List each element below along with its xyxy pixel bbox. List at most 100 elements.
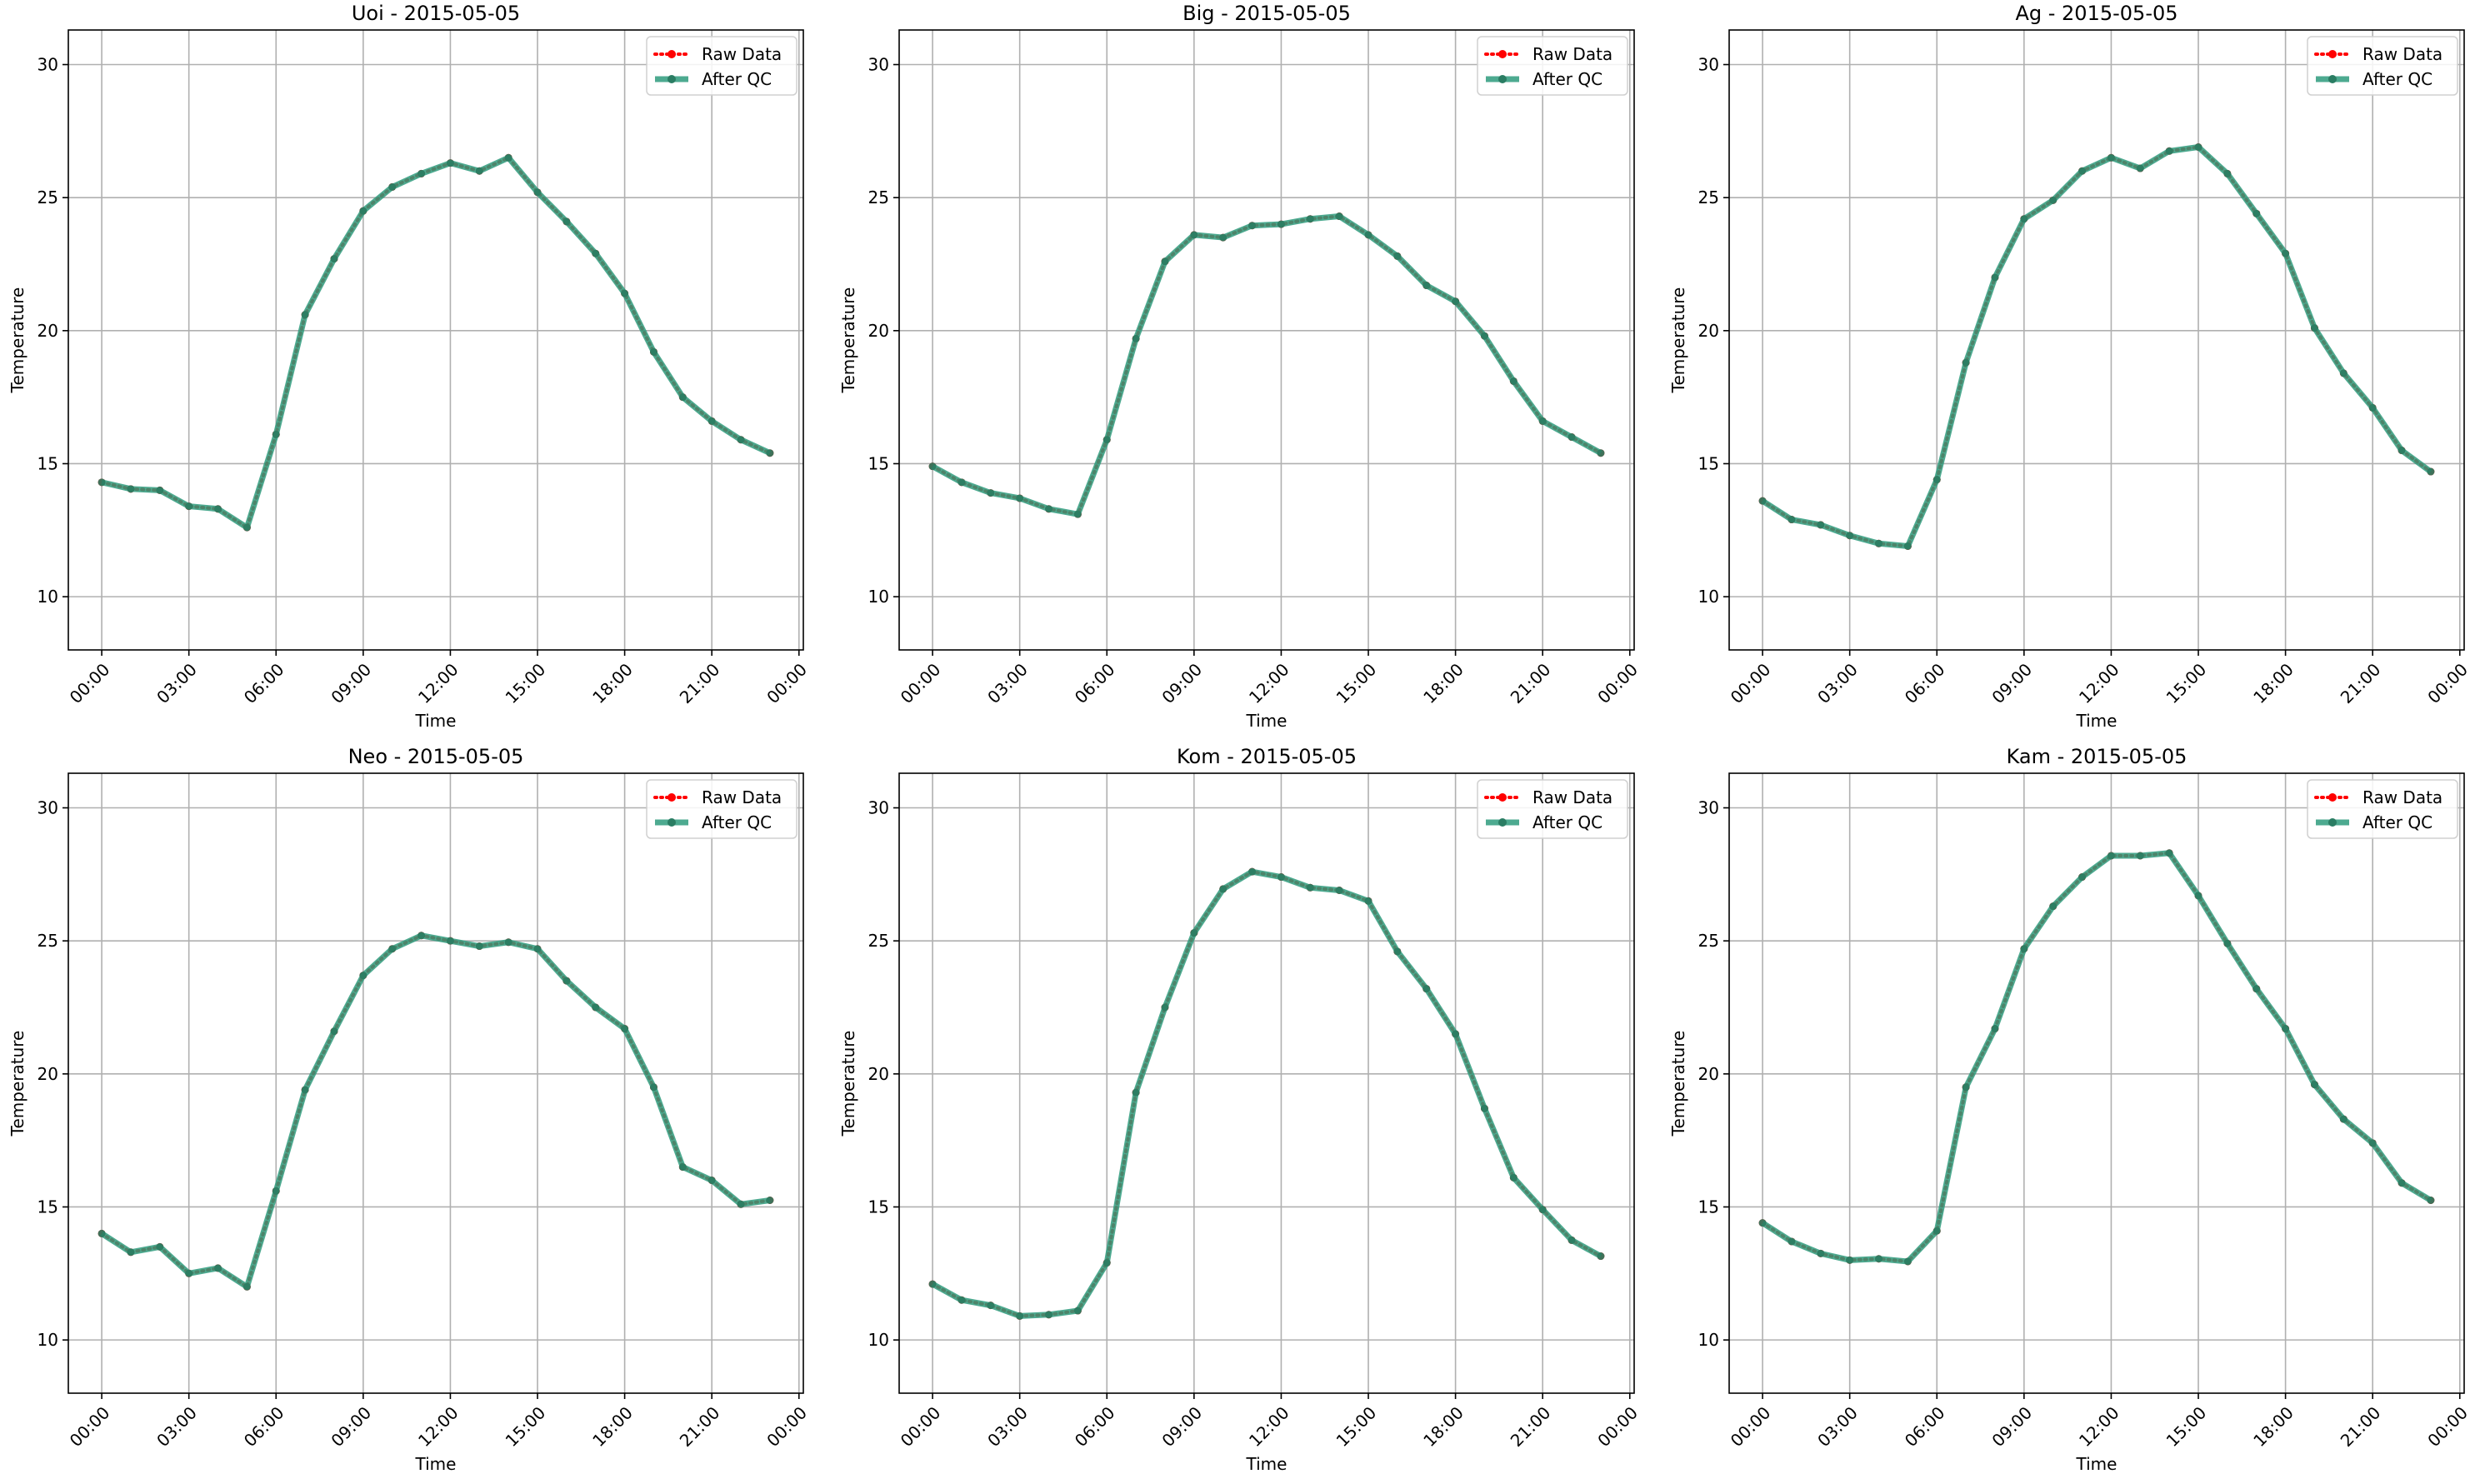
data-point-after-qc (678, 393, 687, 402)
data-point-after-qc (2339, 369, 2348, 377)
x-axis-label: Time (1246, 711, 1288, 731)
chart-panel-0: 00:00 03:00 06:00 09:00 12:00 15:00 18:00 21:00… (8, 2, 811, 731)
data-point-after-qc (1219, 233, 1228, 242)
x-axis-label: Time (2076, 1454, 2118, 1474)
data-point-after-qc (127, 485, 135, 493)
axes-frame (68, 29, 804, 651)
data-point-after-qc (1875, 1255, 1883, 1263)
data-point-after-qc (1788, 516, 1796, 524)
y-tick-label: 10 (1698, 587, 1719, 607)
legend-label-after-qc: After QC (702, 812, 772, 832)
data-point-after-qc (1132, 334, 1140, 342)
data-point-after-qc (2078, 167, 2087, 175)
series-line-after-qc (931, 868, 1602, 1319)
legend-label-raw-data: Raw Data (2362, 787, 2442, 807)
x-tick-label: 03:00 (152, 659, 201, 707)
x-tick-label: 00:00 (1593, 659, 1642, 707)
data-point-after-qc (928, 462, 937, 471)
y-tick-label: 20 (1698, 321, 1719, 341)
legend: Raw Data After QC (646, 36, 798, 96)
x-axis-label: Time (415, 1454, 457, 1474)
data-point-after-qc (562, 217, 571, 226)
data-point-after-qc (1538, 417, 1547, 425)
data-point-after-qc (1846, 532, 1854, 540)
legend-marker-after-qc (2328, 818, 2337, 827)
x-tick-label: 00:00 (2423, 659, 2472, 707)
data-point-after-qc (649, 347, 658, 356)
data-point-after-qc (1991, 273, 1999, 282)
data-point-after-qc (1102, 1259, 1111, 1267)
x-tick-label: 00:00 (66, 1402, 114, 1451)
legend-label-after-qc: After QC (1532, 812, 1602, 832)
data-point-after-qc (127, 1248, 135, 1257)
legend-marker-raw-data (668, 793, 676, 802)
data-point-after-qc (1962, 358, 1970, 367)
x-tick-label: 18:00 (1419, 659, 1468, 707)
data-point-after-qc (1452, 1030, 1460, 1038)
data-point-after-qc (1306, 215, 1314, 223)
x-tick-label: 06:00 (1071, 659, 1119, 707)
data-point-after-qc (1161, 257, 1169, 266)
data-point-after-qc (1102, 436, 1111, 444)
data-point-after-qc (2282, 1025, 2290, 1033)
data-point-after-qc (958, 478, 966, 487)
data-point-after-qc (987, 489, 995, 497)
series-line-after-qc (100, 932, 771, 1290)
legend-marker-after-qc (668, 75, 676, 83)
y-axis-label: Temperature (1668, 1031, 1688, 1137)
data-point-after-qc (214, 505, 222, 513)
y-tick-label: 30 (868, 55, 889, 75)
axes-frame (1728, 772, 2465, 1394)
data-point-after-qc (242, 523, 251, 532)
x-tick-label: 03:00 (152, 1402, 201, 1451)
data-point-after-qc (2398, 447, 2406, 455)
legend: Raw Data After QC (646, 779, 798, 839)
data-point-after-qc (928, 1280, 937, 1288)
data-point-after-qc (1132, 1088, 1140, 1097)
data-point-after-qc (1568, 1236, 1576, 1244)
x-tick-label: 18:00 (588, 1402, 637, 1451)
data-point-after-qc (1219, 885, 1228, 893)
data-point-after-qc (2020, 945, 2028, 953)
y-tick-label: 10 (868, 1330, 889, 1350)
series-line-after-qc (1761, 143, 2432, 549)
chart-title: Uoi - 2015-05-05 (352, 2, 520, 25)
y-tick-label: 10 (38, 1330, 58, 1350)
data-point-after-qc (1422, 282, 1431, 290)
data-point-after-qc (1932, 1227, 1941, 1235)
series-line-after-qc (931, 213, 1602, 517)
y-tick-label: 10 (38, 587, 58, 607)
x-tick-label: 15:00 (502, 1402, 550, 1451)
y-tick-label: 15 (868, 1197, 889, 1217)
data-point-after-qc (1758, 497, 1767, 505)
data-point-after-qc (2368, 1139, 2377, 1147)
data-point-after-qc (1161, 1003, 1169, 1012)
data-point-after-qc (1248, 222, 1257, 230)
data-point-after-qc (2339, 1115, 2348, 1123)
data-point-after-qc (2165, 147, 2173, 155)
data-point-after-qc (1422, 985, 1431, 993)
x-tick-label: 00:00 (897, 1402, 945, 1451)
y-tick-label: 25 (1698, 931, 1719, 951)
data-point-after-qc (1452, 297, 1460, 306)
x-tick-label: 00:00 (897, 659, 945, 707)
data-point-after-qc (418, 932, 426, 940)
data-point-after-qc (1758, 1219, 1767, 1227)
data-point-after-qc (958, 1296, 966, 1304)
data-point-after-qc (708, 417, 716, 425)
x-tick-label: 00:00 (1727, 1402, 1775, 1451)
chart-panel-5: 00:00 03:00 06:00 09:00 12:00 15:00 18:00 21:00… (1668, 745, 2472, 1474)
y-axis-label: Temperature (838, 287, 858, 394)
x-tick-label: 00:00 (762, 659, 811, 707)
data-point-after-qc (1393, 947, 1402, 956)
data-point-after-qc (418, 169, 426, 177)
data-point-after-qc (1538, 1206, 1547, 1214)
data-point-after-qc (272, 1187, 280, 1195)
y-tick-label: 20 (38, 1064, 58, 1084)
data-point-after-qc (1016, 494, 1024, 502)
chart-panel-4: 00:00 03:00 06:00 09:00 12:00 15:00 18:00 21:00… (838, 745, 1642, 1474)
y-tick-label: 15 (1698, 1197, 1719, 1217)
data-point-after-qc (592, 1003, 600, 1012)
x-tick-label: 03:00 (983, 659, 1032, 707)
data-point-after-qc (737, 436, 745, 444)
